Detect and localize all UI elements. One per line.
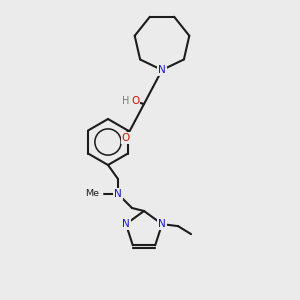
- Text: O: O: [131, 96, 139, 106]
- Text: H: H: [122, 96, 130, 106]
- Text: N: N: [114, 189, 122, 199]
- Text: N: N: [158, 219, 166, 229]
- Text: N: N: [158, 65, 166, 75]
- Text: Me: Me: [85, 190, 99, 199]
- Text: N: N: [122, 219, 130, 229]
- Text: O: O: [122, 133, 130, 143]
